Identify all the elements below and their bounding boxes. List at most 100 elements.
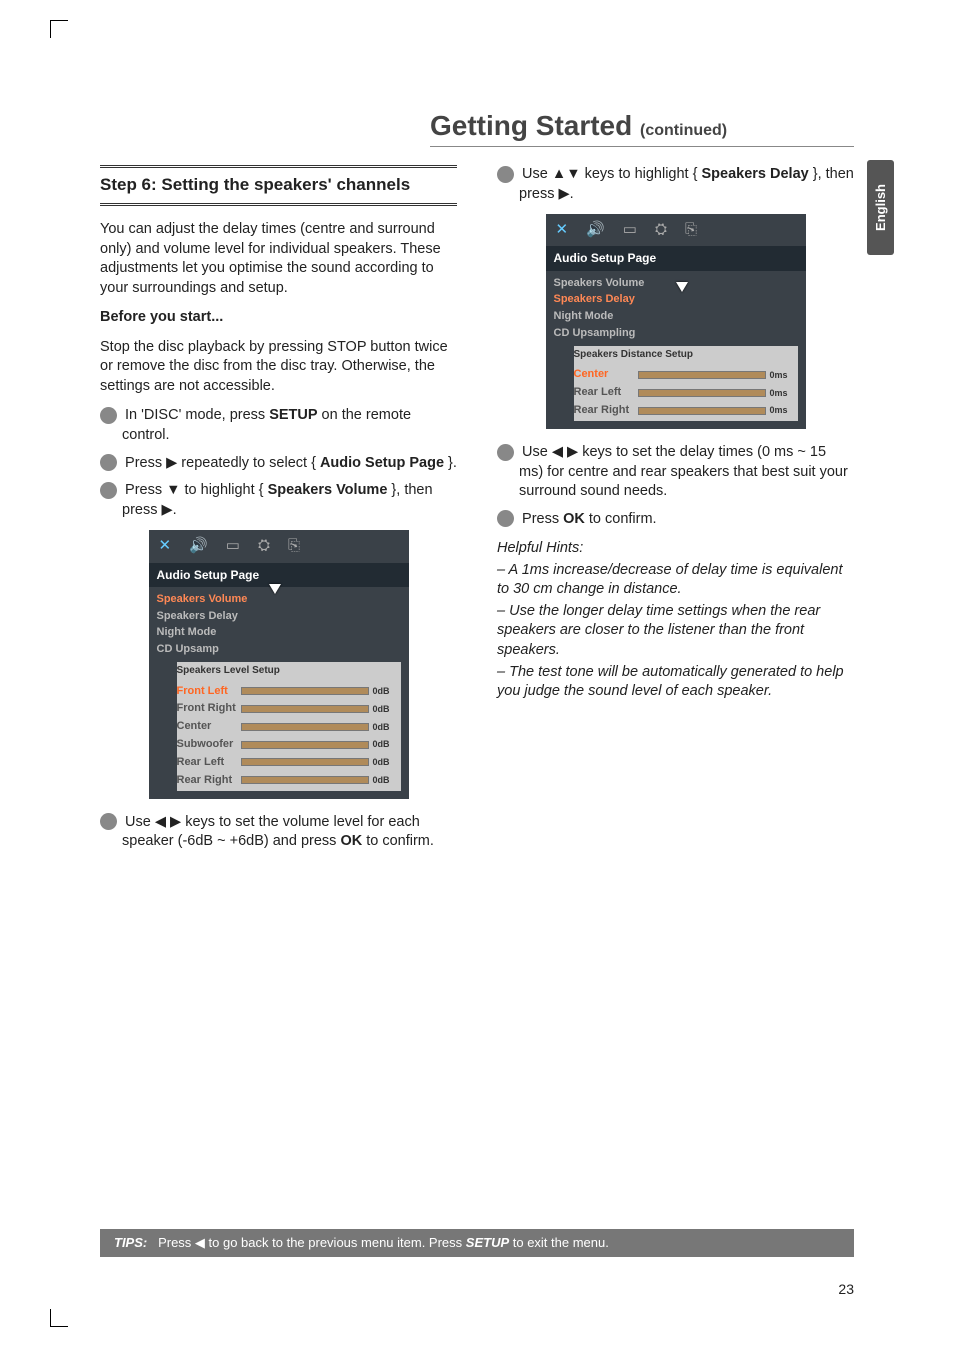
helpful-hints: Helpful Hints: – A 1ms increase/decrease… — [497, 539, 854, 702]
ok-label: OK — [340, 833, 362, 849]
step-2: 2 Press ▶ repeatedly to select { Audio S… — [100, 454, 457, 474]
menu-item: CD Upsamp — [157, 641, 401, 658]
delay-row: Center 0ms — [574, 366, 798, 383]
panel-title: Speakers Distance Setup — [574, 347, 798, 363]
speaker-label: Front Right — [177, 701, 237, 716]
down-arrow-icon: ▼ — [566, 166, 580, 182]
step-4: 4 Use ◀ ▶ keys to set the volume level f… — [100, 813, 457, 852]
menu-name: Audio Setup Page — [320, 455, 444, 471]
level-bar — [241, 723, 369, 731]
language-tab: English — [867, 160, 894, 255]
cursor-arrow-icon — [676, 282, 688, 292]
right-arrow-icon: ▶ — [162, 502, 173, 518]
level-row: Center0dB — [177, 718, 401, 735]
speaker-label: Rear Left — [574, 385, 634, 400]
right-column: 5 Use ▲▼ keys to highlight { Speakers De… — [497, 165, 854, 860]
title-suffix: (continued) — [640, 122, 727, 139]
delay-bar — [638, 389, 766, 397]
preference-icon: ⛭ — [655, 220, 667, 240]
text: to confirm. — [585, 511, 657, 527]
text: Use — [522, 166, 552, 182]
before-body: Stop the disc playback by pressing STOP … — [100, 338, 457, 397]
menu-tab-icons: ✕ 🔊 ▭ ⛭ ⎘ — [149, 530, 409, 562]
general-icon: ✕ — [159, 536, 172, 556]
level-row: Rear Left 0dB — [177, 754, 401, 771]
level-row: Front Left0dB — [177, 683, 401, 700]
menu-name: Speakers Volume — [268, 482, 388, 498]
right-arrow-icon: ▶ — [567, 444, 578, 460]
delay-row: Rear Right 0ms — [574, 402, 798, 419]
text: to exit the menu. — [509, 1235, 609, 1250]
text: repeatedly to select { — [177, 455, 320, 471]
speaker-label: Center — [574, 367, 634, 382]
text: In 'DISC' mode, press — [125, 407, 269, 423]
level-value: 0dB — [373, 756, 401, 768]
down-arrow-icon: ▼ — [166, 482, 180, 498]
level-bar — [241, 758, 369, 766]
text: keys to highlight { — [581, 166, 702, 182]
audio-setup-menu-volume: ✕ 🔊 ▭ ⛭ ⎘ Audio Setup Page Speakers Volu… — [149, 530, 409, 798]
step-number-icon: 6 — [497, 444, 514, 461]
audio-icon: 🔊 — [586, 220, 605, 240]
level-row: Rear Right0dB — [177, 772, 401, 789]
delay-bar — [638, 371, 766, 379]
delay-bar — [638, 407, 766, 415]
menu-item: Speakers Delay — [157, 608, 401, 625]
step-number-icon: 2 — [100, 454, 117, 471]
right-arrow-icon: ▶ — [170, 814, 181, 830]
speaker-label: Center — [177, 719, 237, 734]
delay-value: 0ms — [770, 369, 798, 381]
step-number-icon: 3 — [100, 482, 117, 499]
delay-value: 0ms — [770, 404, 798, 416]
left-arrow-icon: ◀ — [155, 814, 166, 830]
audio-setup-menu-delay: ✕ 🔊 ▭ ⛭ ⎘ Audio Setup Page Speakers Volu… — [546, 214, 806, 429]
video-icon: ▭ — [226, 536, 240, 556]
up-arrow-icon: ▲ — [552, 166, 566, 182]
tips-label: TIPS: — [114, 1235, 147, 1250]
delay-row: Rear Left 0ms — [574, 384, 798, 401]
text: Press — [125, 455, 166, 471]
menu-title: Audio Setup Page — [546, 246, 806, 270]
speaker-label: Subwoofer — [177, 737, 237, 752]
delay-value: 0ms — [770, 387, 798, 399]
hint-text: – Use the longer delay time settings whe… — [497, 602, 854, 661]
panel-title: Speakers Level Setup — [177, 663, 401, 679]
crop-mark — [50, 20, 68, 38]
cursor-arrow-icon — [269, 584, 281, 594]
right-arrow-icon: ▶ — [166, 455, 177, 471]
text: }. — [444, 455, 457, 471]
level-bar — [241, 741, 369, 749]
page-number: 23 — [838, 1281, 854, 1297]
menu-item: Speakers Delay — [554, 291, 798, 308]
speaker-label: Rear Left — [177, 755, 237, 770]
right-arrow-icon: ▶ — [559, 186, 570, 202]
hints-title: Helpful Hints: — [497, 539, 854, 559]
menu-name: Speakers Delay — [702, 166, 809, 182]
text: Press — [158, 1235, 195, 1250]
exit-icon: ⎘ — [288, 536, 300, 556]
setup-label: SETUP — [269, 407, 317, 423]
step-1: 1 In 'DISC' mode, press SETUP on the rem… — [100, 406, 457, 445]
step-6: 6 Use ◀ ▶ keys to set the delay times (0… — [497, 443, 854, 502]
text: Press — [522, 511, 563, 527]
step-3: 3 Press ▼ to highlight { Speakers Volume… — [100, 481, 457, 520]
menu-item: Night Mode — [554, 308, 798, 325]
hint-text: – The test tone will be automatically ge… — [497, 663, 854, 702]
left-arrow-icon: ◀ — [195, 1235, 205, 1250]
title-text: Getting Started — [430, 110, 632, 141]
level-bar — [241, 776, 369, 784]
menu-title: Audio Setup Page — [149, 563, 409, 587]
step-number-icon: 7 — [497, 510, 514, 527]
menu-item: Night Mode — [157, 624, 401, 641]
text: to confirm. — [362, 833, 434, 849]
speakers-level-panel: Speakers Level Setup Front Left0dB Front… — [177, 662, 401, 791]
level-row: Subwoofer0dB — [177, 736, 401, 753]
text: . — [173, 502, 177, 518]
content-columns: Step 6: Setting the speakers' channels Y… — [100, 165, 854, 860]
text: to go back to the previous menu item. Pr… — [205, 1235, 466, 1250]
speaker-label: Rear Right — [574, 403, 634, 418]
hint-text: – A 1ms increase/decrease of delay time … — [497, 561, 854, 600]
footer-tips: TIPS: Press ◀ to go back to the previous… — [100, 1229, 854, 1257]
level-value: 0dB — [373, 703, 401, 715]
step-7: 7 Press OK to confirm. — [497, 510, 854, 530]
